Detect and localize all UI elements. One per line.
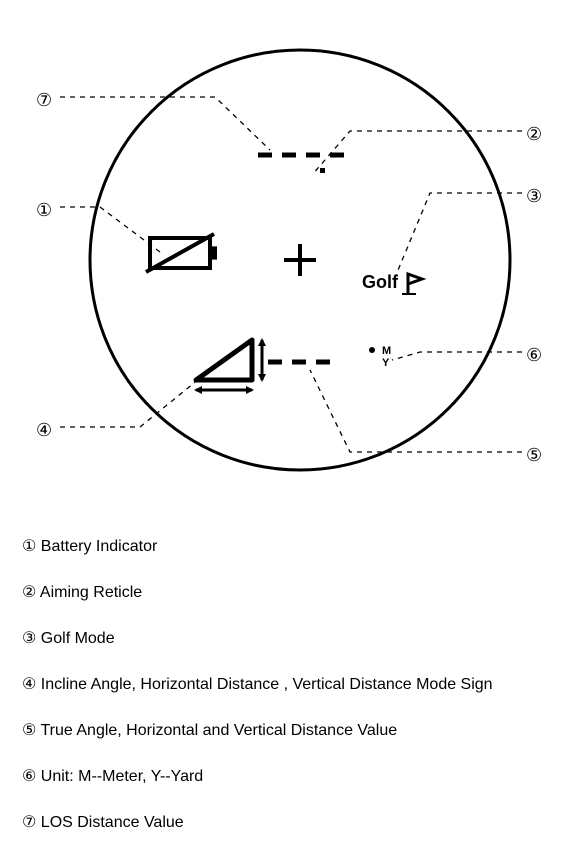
legend-item-number: ⑥ — [22, 766, 36, 786]
callout-number: ⑦ — [36, 90, 52, 111]
diagram-canvas: Golf MY ① ② ③ ④ ⑤ ⑥ ⑦ — [0, 0, 588, 520]
legend-item-number: ② — [22, 582, 36, 602]
legend-item-number: ① — [22, 536, 36, 556]
golf-mode-label: Golf — [362, 272, 399, 292]
unit-y-label: Y — [382, 357, 390, 369]
legend-item: ① Battery Indicator — [22, 536, 566, 556]
unit-m-label: M — [382, 345, 391, 357]
callout-number: ① — [36, 200, 52, 221]
legend-item-text: Battery Indicator — [36, 538, 157, 555]
legend-item-text: LOS Distance Value — [36, 814, 183, 831]
legend-item: ⑤ True Angle, Horizontal and Vertical Di… — [22, 720, 566, 740]
legend-item-text: Unit: M--Meter, Y--Yard — [36, 768, 203, 785]
callout-number: ② — [526, 124, 542, 145]
legend-item-text: Golf Mode — [36, 630, 114, 647]
legend-item-number: ⑤ — [22, 720, 36, 740]
legend-list: ① Battery Indicator ② Aiming Reticle ③ Gol… — [0, 520, 588, 832]
legend-item-number: ④ — [22, 674, 36, 694]
legend-item: ③ Golf Mode — [22, 628, 566, 648]
callout-number: ⑥ — [526, 345, 542, 366]
los-distance-dot — [320, 168, 325, 173]
legend-item: ② Aiming Reticle — [22, 582, 566, 602]
legend-item: ④ Incline Angle, Horizontal Distance , V… — [22, 674, 566, 694]
diagram-svg: Golf MY — [0, 0, 588, 520]
legend-item: ⑥ Unit: M--Meter, Y--Yard — [22, 766, 566, 786]
callout-number: ③ — [526, 186, 542, 207]
legend-item-text: Incline Angle, Horizontal Distance , Ver… — [36, 676, 492, 693]
legend-item-text: Aiming Reticle — [36, 584, 142, 601]
legend-item-number: ③ — [22, 628, 36, 648]
legend-item-text: True Angle, Horizontal and Vertical Dist… — [36, 722, 397, 739]
callout-number: ⑤ — [526, 445, 542, 466]
legend-item-number: ⑦ — [22, 812, 36, 832]
legend-item: ⑦ LOS Distance Value — [22, 812, 566, 832]
callout-number: ④ — [36, 420, 52, 441]
